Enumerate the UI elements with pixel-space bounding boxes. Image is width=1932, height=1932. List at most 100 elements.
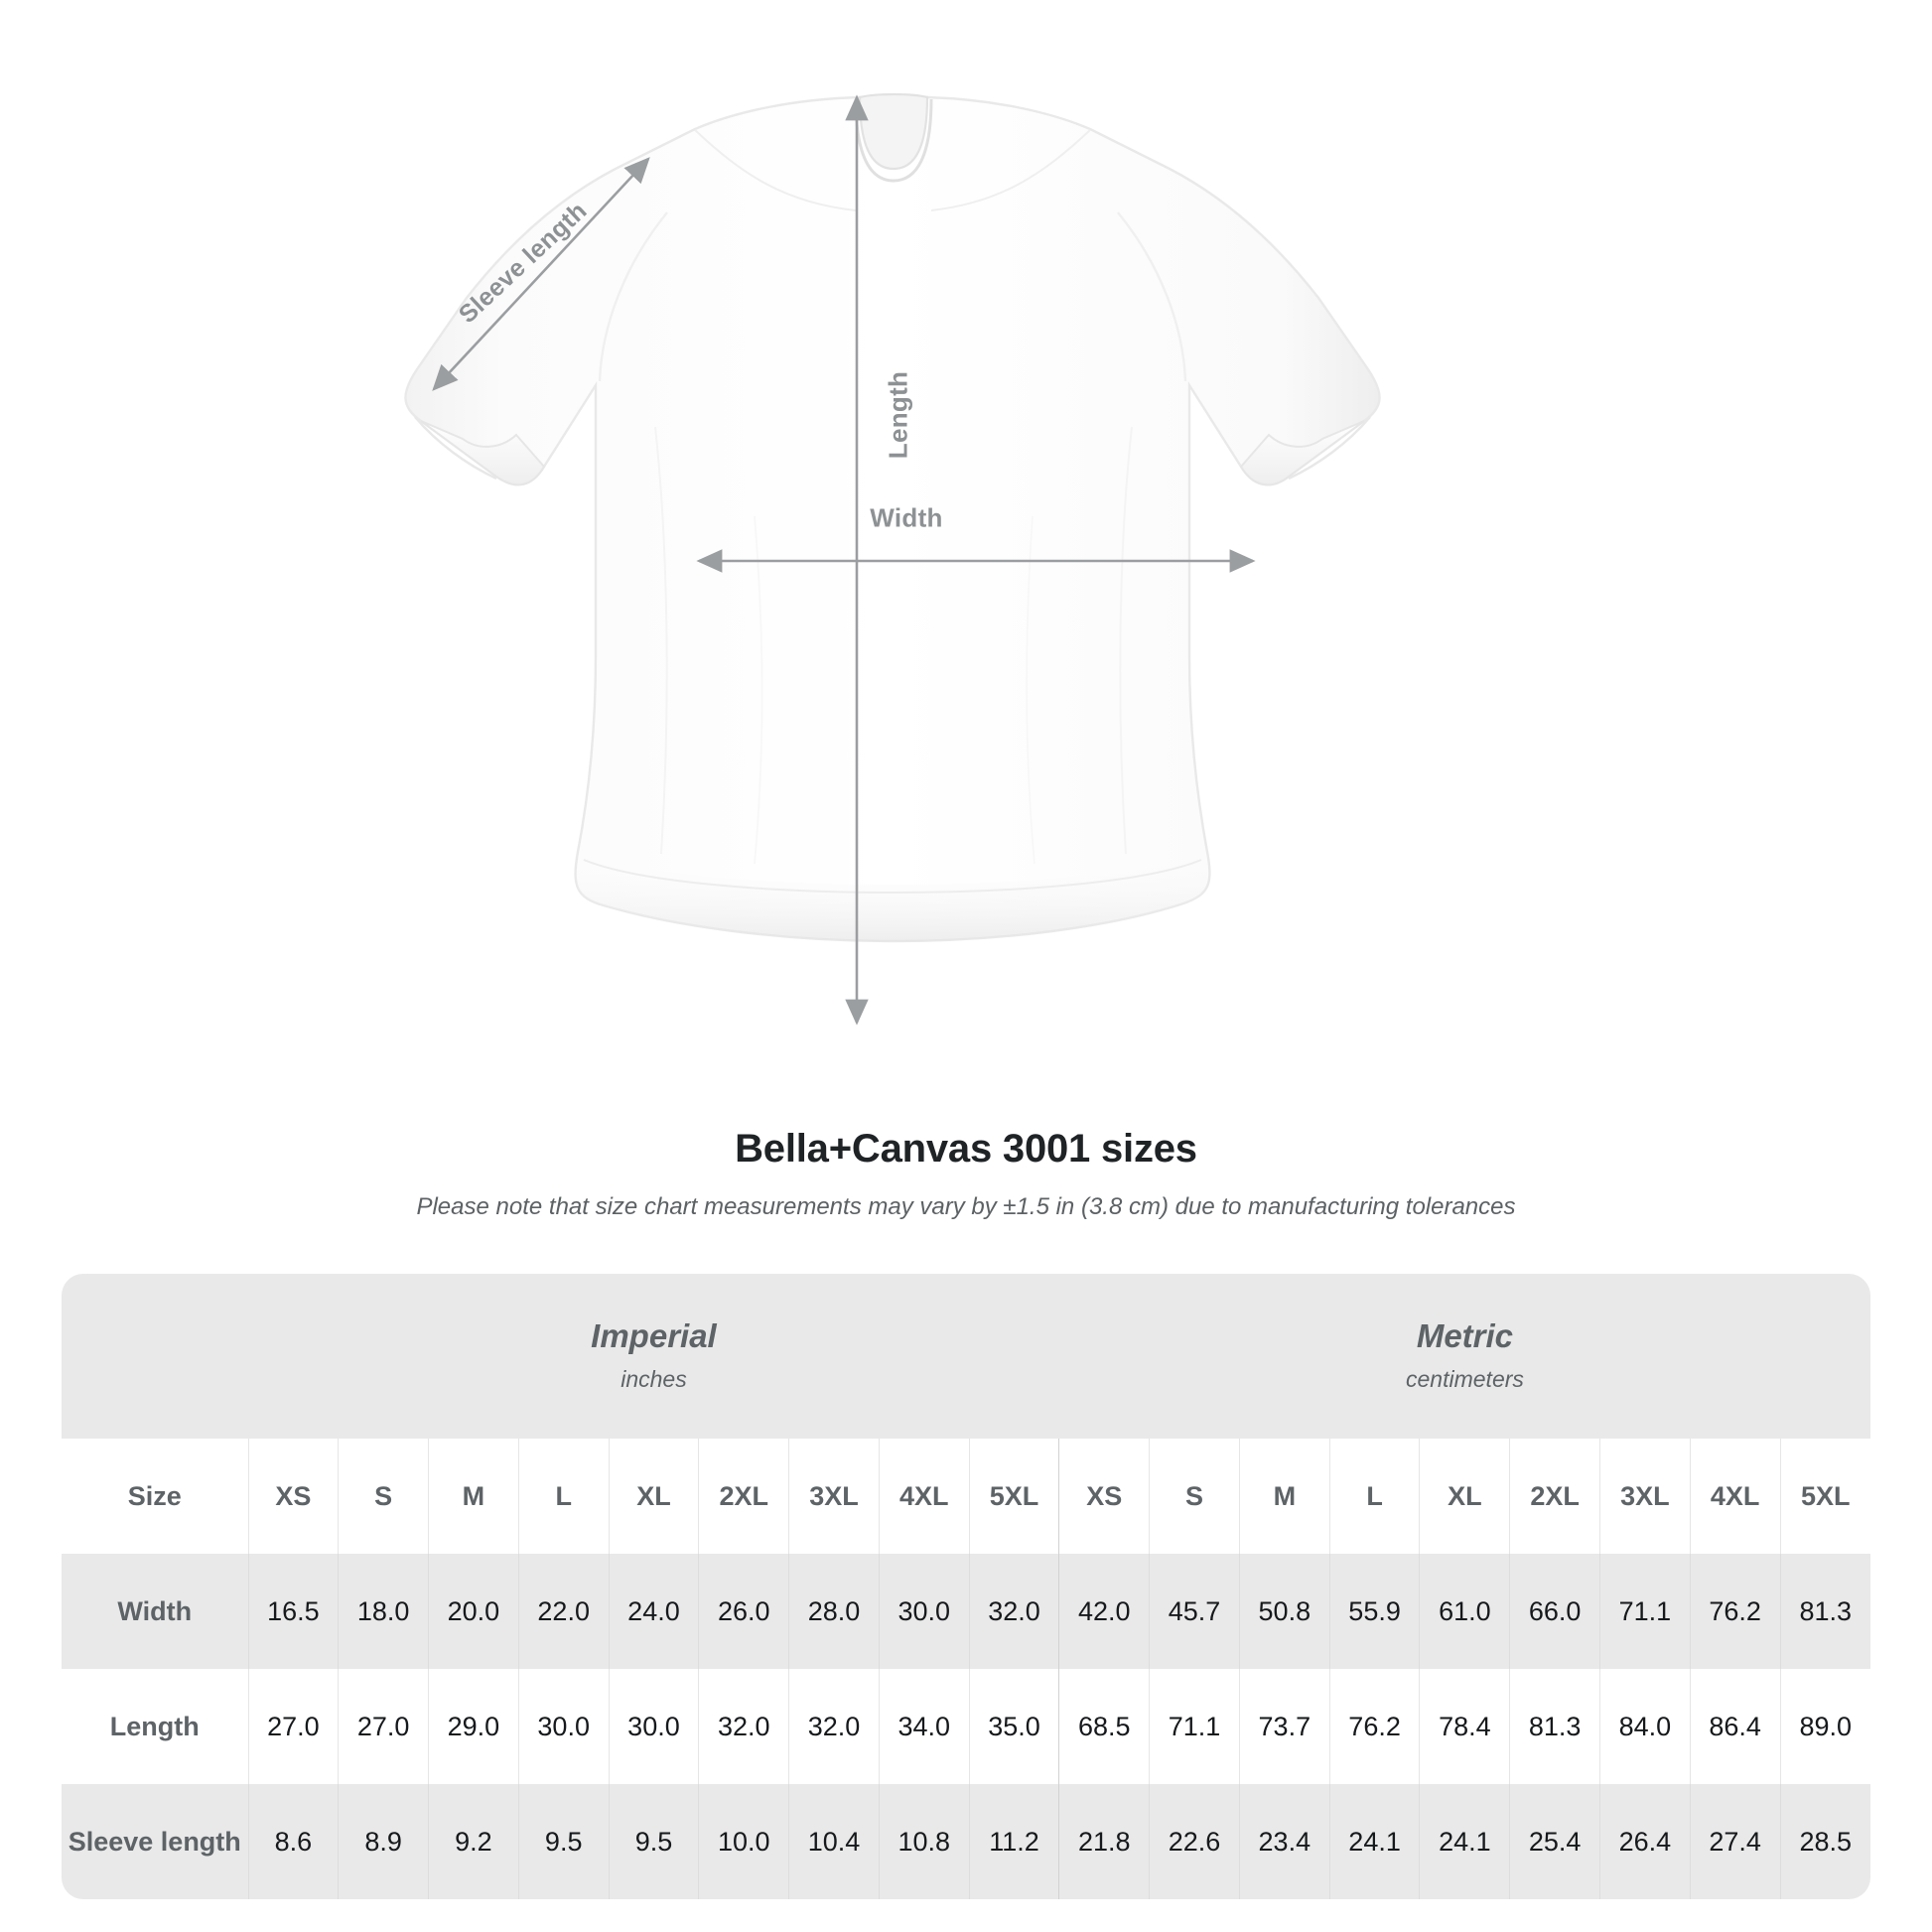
size-table: Imperial inches Metric centimeters Size XS S M L… [62,1274,1870,1899]
cell-width-l-cm: 55.9 [1328,1554,1420,1669]
size-header-imperial-4xl: 4XL [878,1439,970,1554]
cell-width-xs-cm: 42.0 [1058,1554,1150,1669]
cell-width-4xl-in: 30.0 [878,1554,970,1669]
cell-sleeve-length-xs-in: 8.6 [247,1784,339,1899]
size-header-metric-5xl: 5XL [1779,1439,1870,1554]
cell-length-s-in: 27.0 [338,1669,429,1784]
cell-sleeve-length-4xl-in: 10.8 [878,1784,970,1899]
cell-sleeve-length-m-in: 9.2 [428,1784,519,1899]
cell-length-xl-in: 30.0 [608,1669,699,1784]
measurement-arrows [432,94,1256,1026]
cell-sleeve-length-l-cm: 24.1 [1328,1784,1420,1899]
cell-sleeve-length-xl-in: 9.5 [608,1784,699,1899]
cell-width-m-cm: 50.8 [1238,1554,1330,1669]
cell-width-4xl-cm: 76.2 [1689,1554,1781,1669]
cell-length-xl-cm: 78.4 [1419,1669,1510,1784]
cell-sleeve-length-5xl-in: 11.2 [968,1784,1059,1899]
cell-sleeve-length-s-in: 8.9 [338,1784,429,1899]
cell-sleeve-length-m-cm: 23.4 [1238,1784,1330,1899]
row-header-length: Length [62,1669,249,1784]
cell-width-3xl-cm: 71.1 [1599,1554,1691,1669]
size-header-imperial-2xl: 2XL [698,1439,789,1554]
size-header-metric-3xl: 3XL [1599,1439,1691,1554]
cell-sleeve-length-s-cm: 22.6 [1149,1784,1240,1899]
cell-width-2xl-cm: 66.0 [1509,1554,1600,1669]
garment-diagram: Width Length Sleeve length [404,92,1381,1026]
row-header-width: Width [62,1554,249,1669]
cell-sleeve-length-3xl-cm: 26.4 [1599,1784,1691,1899]
table-row: Sleeve length 8.6 8.9 9.2 9.5 9.5 10.0 10.4 10.8… [62,1784,1870,1899]
chart-caption: Bella+Canvas 3001 sizes Please note that… [0,1127,1932,1221]
cell-width-s-in: 18.0 [338,1554,429,1669]
cell-length-m-cm: 73.7 [1238,1669,1330,1784]
cell-length-4xl-cm: 86.4 [1689,1669,1781,1784]
cell-sleeve-length-4xl-cm: 27.4 [1689,1784,1781,1899]
length-dimension-label: Length [883,370,913,460]
table-row: Length 27.0 27.0 29.0 30.0 30.0 32.0 32.0 34.0 35… [62,1669,1870,1784]
cell-length-2xl-in: 32.0 [698,1669,789,1784]
page-title: Bella+Canvas 3001 sizes [735,1127,1197,1171]
tolerance-note: Please note that size chart measurements… [416,1193,1516,1220]
cell-sleeve-length-xs-cm: 21.8 [1058,1784,1150,1899]
tshirt-illustration [404,92,1381,1026]
cell-sleeve-length-l-in: 9.5 [517,1784,610,1899]
cell-length-3xl-cm: 84.0 [1599,1669,1691,1784]
sleeve-length-arrow [432,157,650,391]
size-header-imperial-l: L [517,1439,610,1554]
cell-width-l-in: 22.0 [517,1554,610,1669]
unit-system-unit: inches [621,1366,687,1392]
unit-banner-metric: Metric centimeters [1058,1274,1870,1439]
cell-length-xs-in: 27.0 [247,1669,339,1784]
cell-length-3xl-in: 32.0 [788,1669,880,1784]
cell-width-2xl-in: 26.0 [698,1554,789,1669]
row-header-sleeve-length: Sleeve length [62,1784,249,1899]
unit-banner-spacer [62,1274,249,1439]
cell-length-xs-cm: 68.5 [1058,1669,1150,1784]
cell-length-m-in: 29.0 [428,1669,519,1784]
width-dimension-label: Width [870,502,943,533]
cell-sleeve-length-2xl-in: 10.0 [698,1784,789,1899]
size-header-metric-l: L [1328,1439,1420,1554]
table-row: Width 16.5 18.0 20.0 22.0 24.0 26.0 28.0 30.0 32.… [62,1554,1870,1669]
size-table-container: Imperial inches Metric centimeters Size XS S M L… [62,1274,1870,1899]
size-header-metric-4xl: 4XL [1689,1439,1781,1554]
cell-length-5xl-in: 35.0 [968,1669,1059,1784]
size-header-imperial-5xl: 5XL [968,1439,1059,1554]
size-header-row: Size XS S M L XL 2XL 3XL 4XL 5XL XS S M L XL 2XL 3XL 4XL 5… [62,1439,1870,1554]
cell-length-s-cm: 71.1 [1149,1669,1240,1784]
cell-width-m-in: 20.0 [428,1554,519,1669]
size-header-metric-s: S [1149,1439,1240,1554]
cell-width-s-cm: 45.7 [1149,1554,1240,1669]
cell-length-l-cm: 76.2 [1328,1669,1420,1784]
cell-width-xl-in: 24.0 [608,1554,699,1669]
unit-system-unit: centimeters [1406,1366,1524,1392]
cell-length-5xl-cm: 89.0 [1779,1669,1870,1784]
cell-width-xs-in: 16.5 [247,1554,339,1669]
cell-sleeve-length-2xl-cm: 25.4 [1509,1784,1600,1899]
size-header-metric-xl: XL [1419,1439,1510,1554]
size-header-imperial-3xl: 3XL [788,1439,880,1554]
unit-system-name: Imperial [591,1317,717,1354]
cell-width-5xl-in: 32.0 [968,1554,1059,1669]
cell-length-l-in: 30.0 [517,1669,610,1784]
size-header-imperial-m: M [428,1439,519,1554]
cell-sleeve-length-xl-cm: 24.1 [1419,1784,1510,1899]
cell-sleeve-length-5xl-cm: 28.5 [1779,1784,1870,1899]
size-column-header: Size [62,1439,249,1554]
unit-system-name: Metric [1416,1317,1514,1354]
size-header-imperial-s: S [338,1439,429,1554]
cell-width-5xl-cm: 81.3 [1779,1554,1870,1669]
cell-sleeve-length-3xl-in: 10.4 [788,1784,880,1899]
unit-banner-imperial: Imperial inches [248,1274,1059,1439]
cell-length-2xl-cm: 81.3 [1509,1669,1600,1784]
cell-width-xl-cm: 61.0 [1419,1554,1510,1669]
unit-banner-row: Imperial inches Metric centimeters [62,1274,1870,1439]
size-header-metric-2xl: 2XL [1509,1439,1600,1554]
size-header-metric-m: M [1238,1439,1330,1554]
size-header-imperial-xs: XS [247,1439,339,1554]
cell-length-4xl-in: 34.0 [878,1669,970,1784]
cell-width-3xl-in: 28.0 [788,1554,880,1669]
size-header-metric-xs: XS [1058,1439,1150,1554]
size-header-imperial-xl: XL [608,1439,699,1554]
